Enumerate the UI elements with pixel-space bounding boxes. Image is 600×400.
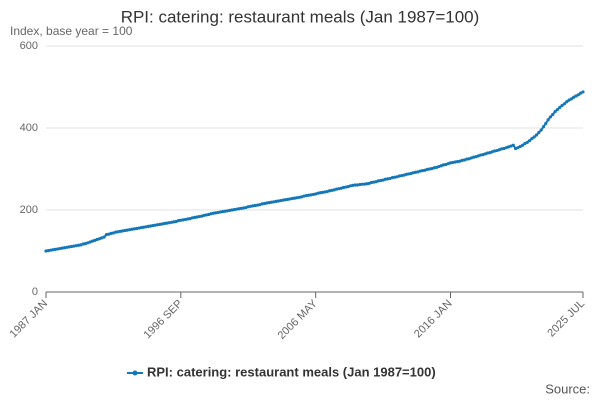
data-point xyxy=(562,102,567,106)
data-point xyxy=(102,235,106,239)
data-point xyxy=(511,143,515,147)
series-line xyxy=(45,91,584,252)
source: Source: xyxy=(545,381,590,396)
data-point xyxy=(553,110,557,114)
data-point xyxy=(539,128,543,132)
x-tick-label: 2016 JAN xyxy=(412,298,455,341)
data-point xyxy=(525,140,529,144)
data-point xyxy=(551,112,555,117)
y-tick-label: 600 xyxy=(20,40,38,52)
data-point xyxy=(569,97,573,101)
data-point xyxy=(555,107,560,112)
y-tick-label: 200 xyxy=(20,204,38,216)
data-point xyxy=(548,115,553,119)
data-point xyxy=(353,183,357,187)
data-point xyxy=(576,93,580,97)
y-tick-label: 0 xyxy=(32,286,38,298)
y-tick-label: 400 xyxy=(20,122,38,134)
data-point xyxy=(520,143,525,147)
chart-title: RPI: catering: restaurant meals (Jan 198… xyxy=(121,7,480,26)
data-point xyxy=(560,103,564,108)
x-tick-label: 2006 MAY xyxy=(276,297,321,342)
data-point xyxy=(544,121,548,126)
data-point xyxy=(581,90,585,94)
data-point xyxy=(360,182,364,186)
data-point xyxy=(532,135,536,139)
legend-label: RPI: catering: restaurant meals (Jan 198… xyxy=(147,364,436,379)
data-point xyxy=(534,133,539,137)
data-point xyxy=(565,100,569,104)
x-tick-label: 1996 SEP xyxy=(141,298,185,342)
legend-marker xyxy=(132,370,138,376)
data-point xyxy=(537,130,541,135)
x-tick-label: 2025 JUL xyxy=(545,298,587,340)
data-point xyxy=(541,125,546,129)
data-point xyxy=(546,118,550,122)
data-point xyxy=(558,105,562,110)
x-tick-label: 1987 JAN xyxy=(8,298,51,341)
data-point xyxy=(530,137,534,141)
data-point xyxy=(527,139,532,143)
y-axis-subtitle: Index, base year = 100 xyxy=(10,24,133,38)
